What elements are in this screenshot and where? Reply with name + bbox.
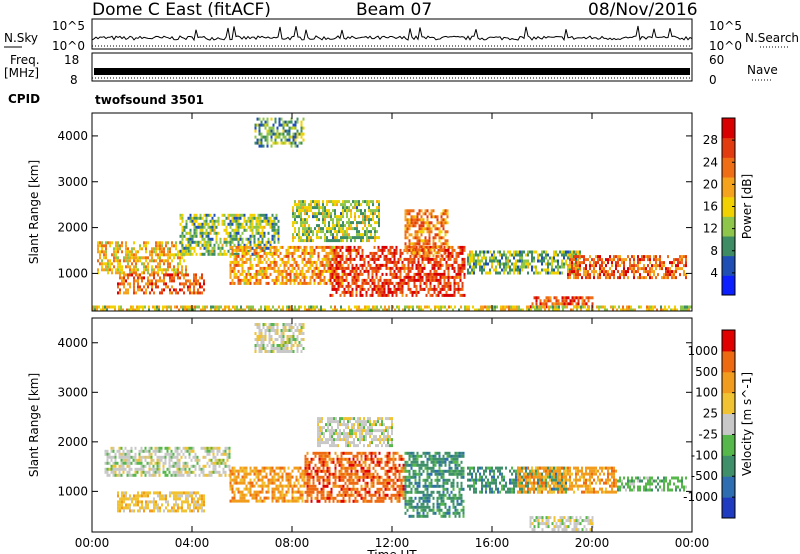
y-tick-label: 1000 [57,484,88,498]
colorbar-segment [722,350,735,373]
colorbar-segment [722,118,735,139]
data-region [254,117,305,148]
y-tick-label: 4000 [57,336,88,350]
data-region [529,516,594,532]
data-region [117,273,205,295]
data-region [254,323,305,353]
nsearch-tick-top: 10^5 [709,19,742,33]
data-region [317,417,393,448]
cpid-label: CPID [8,92,41,106]
data-region [404,209,449,258]
nave-label: Nave [747,63,778,77]
x-tick-label: 00:00 [75,536,110,550]
colorbar-label: Power [dB] [740,174,754,239]
y-tick-label: 4000 [57,129,88,143]
panel-2-data [104,323,687,532]
colorbar-tick-label: 24 [703,155,718,169]
y-tick-label: 3000 [57,175,88,189]
nave-tick-top: 60 [709,53,725,67]
colorbar-segment [722,371,735,394]
data-region [117,491,205,513]
colorbar-segment [722,275,735,296]
freq-tick-bottom: 8 [70,73,78,87]
x-tick-label: 00:00 [675,536,710,550]
colorbar-segment [722,255,735,276]
x-tick-label: 20:00 [575,536,610,550]
colorbar-segment [722,196,735,217]
colorbar-segment [722,236,735,257]
colorbar-segment [722,137,735,158]
freq-tick-top: 18 [64,53,80,67]
nsky-label: N.Sky [4,31,39,45]
colorbar-segment [722,157,735,178]
colorbar-tick-label: -1000 [683,490,718,504]
y-axis-label: Slant Range [km] [27,373,41,477]
y-tick-label: 3000 [57,385,88,399]
freq-label: Freq. [10,53,40,67]
nsky-trace [91,25,693,42]
colorbar-tick-label: 500 [695,365,718,379]
colorbar-tick-label: 1000 [687,344,718,358]
colorbar-segment [722,392,735,415]
cpid-value: twofsound 3501 [95,93,204,107]
y-tick-label: 1000 [57,266,88,280]
y-tick-label: 2000 [57,221,88,235]
data-region [92,305,692,312]
colorbar-tick-label: 20 [703,177,718,191]
panel-1-data [92,117,692,312]
x-tick-label: 16:00 [475,536,510,550]
freq-trace [94,68,690,75]
data-region [404,451,465,518]
data-region [517,466,617,494]
nsearch-label: N.Search [745,31,800,45]
colorbar-segment [722,434,735,456]
data-region [617,476,687,492]
data-region [104,446,231,477]
colorbar-tick-label: 4 [710,266,718,280]
beam-label: Beam 07 [356,0,433,20]
colorbar-tick-label: 28 [703,133,718,147]
data-region [97,241,187,275]
freq-strip-frame [91,52,693,82]
x-tick-label: 04:00 [175,536,210,550]
colorbar-tick-label: 12 [703,222,718,236]
nsky-strip-frame [91,18,693,50]
nave-tick-bottom: 0 [709,73,717,87]
colorbar-segment [722,497,735,519]
x-axis-label: Time UT [366,548,417,554]
colorbar-tick-label: 16 [703,200,718,214]
nsearch-tick-bottom: 10^0 [709,39,742,53]
panel-1-frame [91,112,693,312]
y-tick-label: 2000 [57,435,88,449]
colorbar-label: Velocity [m s^-1] [740,372,754,476]
colorbar-segment [722,413,735,435]
data-region [567,255,687,280]
data-region [229,466,306,503]
colorbar-tick-label: 8 [710,244,718,258]
colorbar-tick-label: 25 [703,407,718,421]
date-label: 08/Nov/2016 [588,0,698,20]
colorbar-tick-label: -25 [698,427,718,441]
data-region [292,200,380,243]
colorbar-tick-label: -500 [691,469,718,483]
x-tick-label: 12:00 [375,536,410,550]
y-axis-label: Slant Range [km] [27,160,41,264]
nsky-tick-bottom: 10^0 [52,39,85,53]
colorbar-frame [721,329,736,519]
data-region [304,451,405,503]
colorbar-tick-label: -100 [691,448,718,462]
colorbar-segment [722,216,735,237]
colorbar-tick-label: 100 [695,386,718,400]
colorbar-segment [722,177,735,198]
colorbar-segment [722,455,735,477]
data-region [467,250,581,275]
nsky-tick-top: 10^5 [52,19,85,33]
x-tick-label: 08:00 [275,536,310,550]
figure-title: Dome C East (fitACF) [92,0,271,20]
colorbar-segment [722,476,735,498]
freq-unit: [MHz] [4,66,40,80]
colorbar-segment [722,330,735,352]
data-region [179,213,280,256]
